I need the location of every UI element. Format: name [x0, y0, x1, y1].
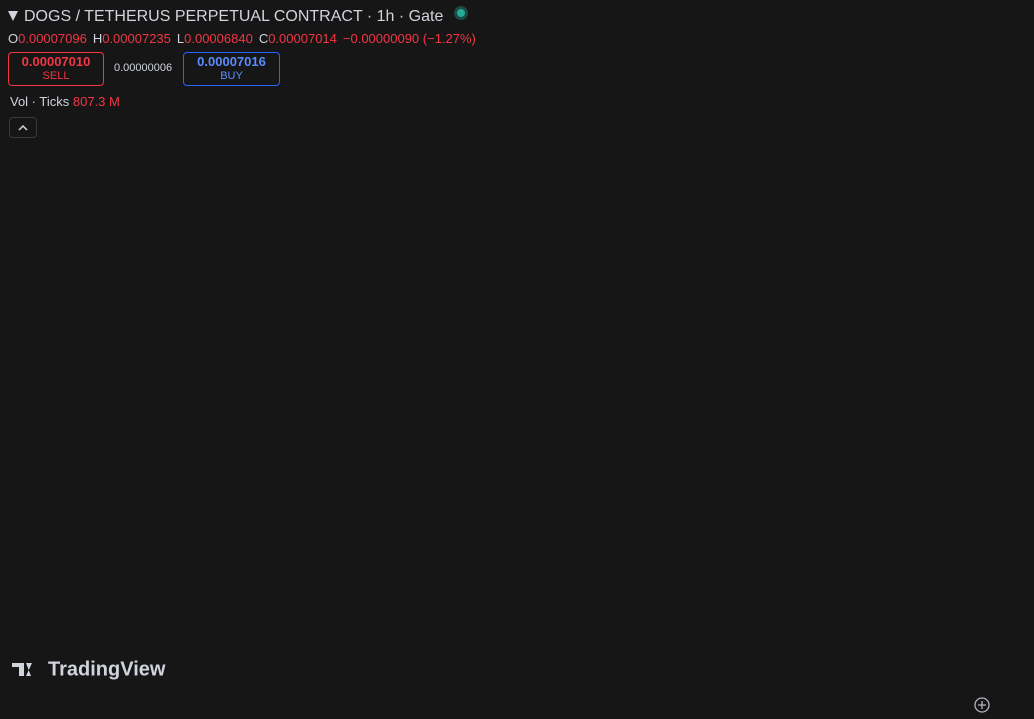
buy-button[interactable]: 0.00007016 BUY [183, 52, 280, 86]
sell-button[interactable]: 0.00007010 SELL [8, 52, 104, 86]
ohlc-value: 0.00007235 [102, 31, 171, 46]
ohlc-key: H [92, 31, 103, 46]
ohlc-value: 0.00007096 [18, 31, 87, 46]
buy-label: BUY [220, 70, 243, 82]
sell-price: 0.00007010 [21, 54, 91, 69]
ohlc-key: C [258, 31, 269, 46]
volume-legend: Vol · Ticks 807.3 M [10, 94, 120, 109]
ohlc-value: 0.00006840 [184, 31, 253, 46]
volume-legend-value: 807.3 M [72, 94, 120, 109]
change: −0.00000090 (−1.27%) [342, 31, 476, 46]
tv-logo-text: TradingView [48, 658, 166, 680]
symbol: DOGS / TETHERUS PERPETUAL CONTRACT · 1h … [24, 8, 444, 25]
collapse-button[interactable] [9, 117, 37, 138]
collapse-icon [18, 124, 28, 131]
sell-label: SELL [42, 70, 70, 82]
spread: 0.00000006 [114, 62, 173, 74]
ohlc-key: O [8, 31, 19, 46]
ohlc-value: 0.00007014 [268, 31, 337, 46]
symbol-icon [8, 11, 18, 21]
ohlc-row: O0.00007096 H0.00007235 L0.00006840 C0.0000… [8, 31, 476, 46]
ohlc-key: L [176, 31, 185, 46]
buy-price: 0.00007016 [197, 54, 266, 69]
tv-logo-icon [12, 663, 32, 676]
status-dot [453, 6, 468, 20]
volume-legend-label: Vol · Ticks [10, 94, 70, 109]
settings-icon[interactable] [974, 697, 990, 713]
symbol-title: DOGS / TETHERUS PERPETUAL CONTRACT · 1h … [8, 6, 468, 26]
